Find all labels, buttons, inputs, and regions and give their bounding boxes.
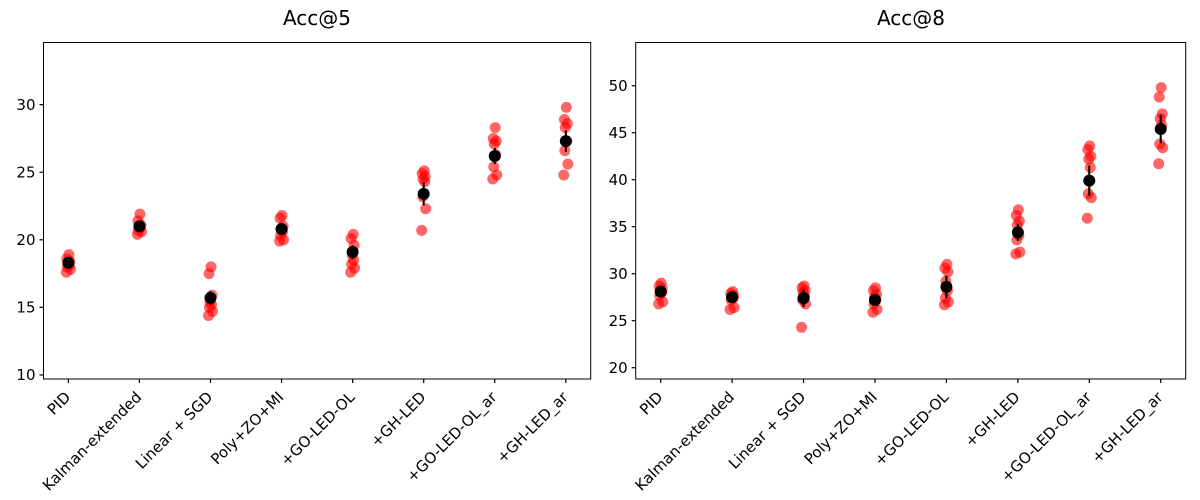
- data-point: [1083, 153, 1095, 165]
- data-point: [60, 266, 72, 278]
- data-point: [487, 173, 499, 185]
- y-tick-label: 15: [16, 299, 35, 317]
- y-tick-label: 25: [16, 163, 35, 181]
- chart-title-acc8: Acc@8: [876, 6, 946, 30]
- data-point: [420, 203, 432, 215]
- y-tick-label: 25: [609, 312, 628, 330]
- data-point: [653, 298, 665, 310]
- data-point: [562, 158, 574, 170]
- y-tick-label: 30: [16, 96, 35, 114]
- y-tick-label: 20: [609, 359, 628, 377]
- chart-title-acc5: Acc@5: [282, 6, 352, 30]
- mean-point: [726, 291, 739, 304]
- mean-point: [133, 220, 146, 233]
- data-point: [416, 224, 428, 236]
- data-point: [559, 122, 571, 134]
- data-point: [203, 309, 215, 321]
- y-tick-label: 30: [609, 265, 628, 283]
- data-point: [560, 101, 572, 113]
- data-point: [1155, 82, 1167, 94]
- y-tick-label: 10: [16, 366, 35, 384]
- data-point: [489, 122, 501, 134]
- axes-box: [43, 42, 592, 380]
- data-point: [488, 138, 500, 150]
- mean-point: [1011, 226, 1024, 239]
- y-tick-label: 35: [609, 218, 628, 236]
- mean-point: [346, 245, 359, 258]
- data-point: [1010, 248, 1022, 260]
- axes-box: [635, 42, 1187, 380]
- data-point: [1085, 192, 1097, 204]
- data-point: [796, 321, 808, 333]
- mean-point: [204, 291, 217, 304]
- data-point: [558, 169, 570, 181]
- data-point: [1081, 212, 1093, 224]
- data-point: [1153, 91, 1165, 103]
- data-point: [867, 306, 879, 318]
- mean-point: [940, 280, 953, 293]
- x-tick-label: +GH-LED: [961, 388, 1023, 450]
- x-tick-label: Poly+ZO+MI: [801, 388, 881, 468]
- mean-point: [488, 150, 501, 163]
- mean-point: [1083, 174, 1096, 187]
- data-point: [274, 235, 286, 247]
- data-point: [942, 266, 954, 278]
- mean-point: [654, 285, 667, 298]
- mean-point: [275, 222, 288, 235]
- y-tick-label: 50: [609, 77, 628, 95]
- data-point: [1153, 158, 1165, 170]
- y-tick-label: 20: [16, 231, 35, 249]
- mean-point: [868, 294, 881, 307]
- mean-point: [62, 256, 75, 269]
- y-tick-label: 45: [609, 124, 628, 142]
- mean-point: [559, 135, 572, 148]
- x-tick-label: +GH-LED_ar: [1088, 388, 1168, 468]
- x-tick-label: +GO-LED-OL: [871, 388, 953, 470]
- data-point: [419, 176, 431, 188]
- data-point: [203, 268, 215, 280]
- mean-point: [417, 187, 430, 200]
- mean-point: [797, 292, 810, 305]
- data-point: [724, 303, 736, 315]
- x-tick-label: PID: [636, 388, 666, 418]
- data-point: [1157, 142, 1169, 154]
- data-point: [938, 299, 950, 311]
- mean-point: [1154, 122, 1167, 135]
- data-point: [345, 266, 357, 278]
- y-tick-label: 40: [609, 171, 628, 189]
